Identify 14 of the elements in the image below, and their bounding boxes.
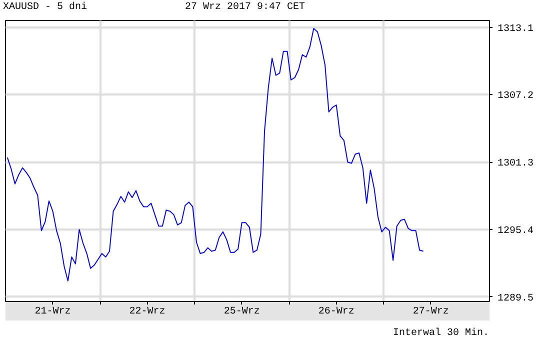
x-tick-label: 21-Wrz — [34, 306, 71, 318]
chart-title: XAUUSD - 5 dni — [3, 1, 88, 15]
y-tick-label: 1307.2 — [498, 91, 534, 102]
x-tick-label: 27-Wrz — [412, 306, 449, 318]
x-tick-label: 22-Wrz — [129, 306, 166, 318]
x-tick-label: 25-Wrz — [224, 306, 260, 318]
chart-subtitle: 27 Wrz 2017 9:47 CET — [184, 2, 306, 13]
line-series — [6, 28, 424, 282]
y-tick-label: 1295.4 — [498, 226, 534, 238]
text: Interwal 30 Min. — [392, 327, 489, 341]
x-tick-label: 26-Wrz — [318, 306, 354, 318]
y-tick-label: 1289.5 — [498, 293, 534, 304]
y-tick-label: 1301.3 — [498, 158, 534, 170]
y-tick-label: 1313.1 — [498, 24, 534, 35]
